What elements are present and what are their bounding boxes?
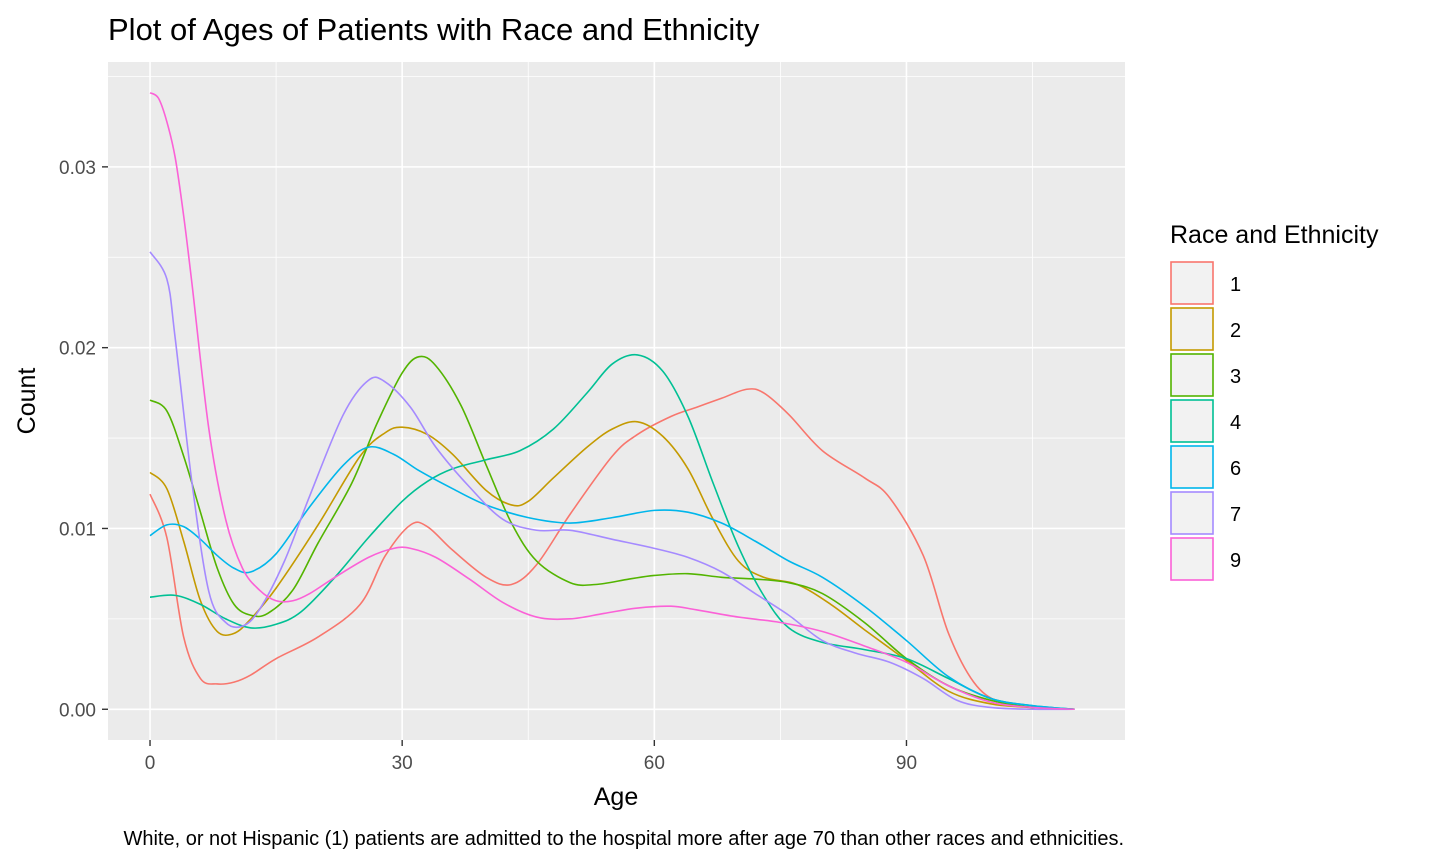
x-tick-label: 90 bbox=[896, 753, 917, 774]
grid bbox=[108, 62, 1125, 740]
axis-ticks: 0 30 60 90 0.00 0.01 0.02 0.03 bbox=[59, 158, 917, 774]
legend-label: 9 bbox=[1230, 550, 1241, 572]
legend-key-9 bbox=[1170, 537, 1214, 581]
legend-label: 6 bbox=[1230, 458, 1241, 480]
legend-label: 7 bbox=[1230, 504, 1241, 526]
series-line-6 bbox=[149, 445, 1075, 711]
x-tick-label: 0 bbox=[145, 753, 156, 774]
y-tick-label: 0.01 bbox=[59, 519, 96, 540]
plot-panel bbox=[108, 62, 1125, 740]
legend-key-4 bbox=[1170, 399, 1214, 443]
series-line-9 bbox=[149, 92, 1075, 711]
series-layer bbox=[149, 92, 1075, 711]
legend-key-7 bbox=[1170, 491, 1214, 535]
legend: 1 2 3 4 6 7 9 bbox=[1170, 261, 1241, 581]
series-line-7 bbox=[149, 251, 1075, 711]
legend-label: 1 bbox=[1230, 274, 1241, 296]
y-tick-label: 0.02 bbox=[59, 339, 96, 360]
chart-caption: White, or not Hispanic (1) patients are … bbox=[123, 828, 1124, 850]
series-line-2 bbox=[149, 420, 1075, 711]
legend-key-6 bbox=[1170, 445, 1214, 489]
chart-title: Plot of Ages of Patients with Race and E… bbox=[108, 12, 760, 47]
series-line-4 bbox=[149, 353, 1075, 711]
series-line-3 bbox=[149, 355, 1075, 711]
y-tick-label: 0.00 bbox=[59, 700, 96, 721]
legend-title: Race and Ethnicity bbox=[1170, 221, 1379, 249]
x-axis-title: Age bbox=[594, 783, 638, 811]
legend-label: 4 bbox=[1230, 412, 1241, 434]
x-tick-label: 30 bbox=[392, 753, 413, 774]
legend-label: 2 bbox=[1230, 320, 1241, 342]
legend-label: 3 bbox=[1230, 366, 1241, 388]
legend-key-2 bbox=[1170, 307, 1214, 351]
y-tick-label: 0.03 bbox=[59, 158, 96, 179]
legend-key-3 bbox=[1170, 353, 1214, 397]
legend-key-1 bbox=[1170, 261, 1214, 305]
y-axis-title: Count bbox=[13, 368, 41, 435]
series-line-1 bbox=[149, 388, 1075, 711]
x-tick-label: 60 bbox=[644, 753, 665, 774]
